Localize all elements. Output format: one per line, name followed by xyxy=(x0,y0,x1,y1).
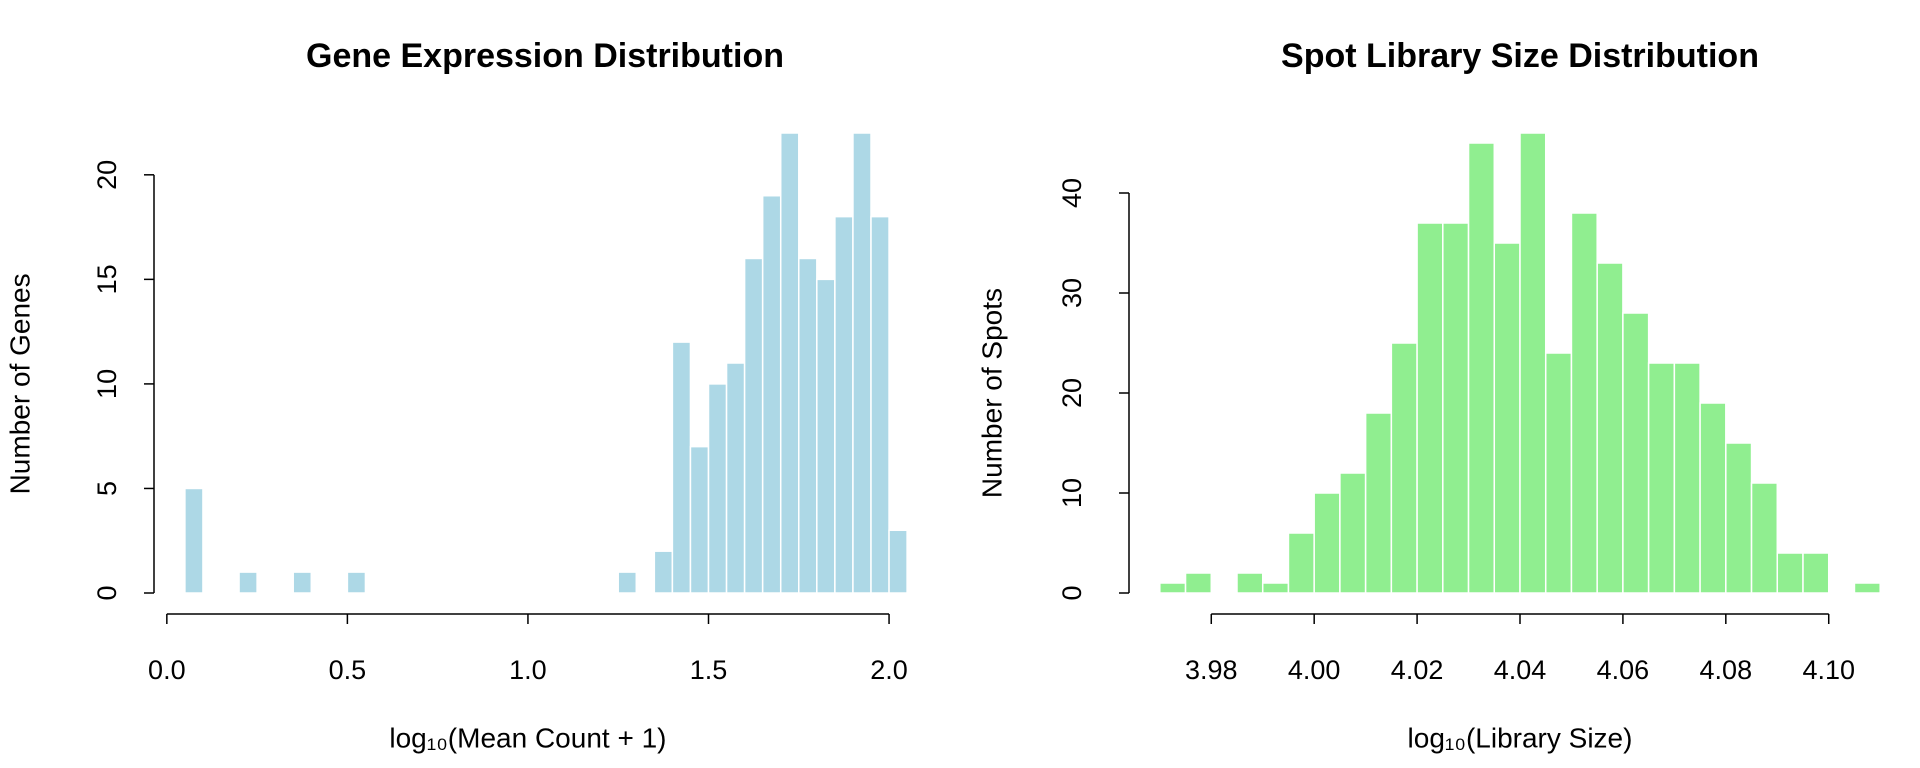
x-tick-label: 4.08 xyxy=(1700,655,1753,685)
bar xyxy=(888,529,908,594)
bar xyxy=(1390,342,1418,594)
x-tick-label: 4.04 xyxy=(1494,655,1547,685)
bar xyxy=(1750,482,1779,594)
bar xyxy=(1853,582,1881,594)
x-tick-label: 1.5 xyxy=(690,655,728,685)
bar xyxy=(1467,142,1496,594)
y-tick-label: 5 xyxy=(92,481,122,496)
bar xyxy=(1493,242,1521,594)
bar xyxy=(1596,262,1624,594)
y-tick-label: 10 xyxy=(1057,478,1087,508)
x-tick-label: 0.0 xyxy=(148,655,186,685)
bar xyxy=(1442,222,1470,594)
bar xyxy=(346,571,367,594)
bar xyxy=(761,194,782,594)
bar xyxy=(1159,582,1187,594)
y-tick-label: 10 xyxy=(92,369,122,399)
x-tick-label: 2.0 xyxy=(870,655,908,685)
y-tick-label: 30 xyxy=(1057,278,1087,308)
bar xyxy=(653,550,674,594)
bar xyxy=(1236,572,1264,594)
x-tick-label: 3.98 xyxy=(1185,655,1238,685)
x-tick-label: 4.06 xyxy=(1597,655,1650,685)
bar xyxy=(834,215,854,594)
bar xyxy=(1287,532,1315,594)
bar xyxy=(1364,412,1393,594)
x-tick-label: 4.02 xyxy=(1391,655,1444,685)
y-tick-label: 20 xyxy=(92,160,122,190)
bar xyxy=(1519,132,1547,594)
bar xyxy=(1802,552,1830,594)
x-tick-label: 4.00 xyxy=(1288,655,1341,685)
bar xyxy=(671,341,692,594)
bar xyxy=(1570,212,1598,594)
bar xyxy=(1261,582,1290,594)
bar xyxy=(852,132,872,594)
bar xyxy=(292,571,313,594)
bar xyxy=(1622,312,1650,594)
bar xyxy=(707,383,728,594)
bar xyxy=(184,487,204,594)
bar xyxy=(1544,352,1573,594)
x-tick-label: 4.10 xyxy=(1802,655,1855,685)
bar xyxy=(798,257,818,594)
y-tick-label: 0 xyxy=(1057,585,1087,600)
y-axis-label: Number of Spots xyxy=(976,288,1007,498)
bar xyxy=(743,257,764,594)
bar xyxy=(816,278,836,594)
bar xyxy=(1776,552,1804,594)
x-tick-label: 0.5 xyxy=(329,655,367,685)
chart-title: Gene Expression Distribution xyxy=(306,37,784,75)
bar xyxy=(779,132,800,594)
y-tick-label: 15 xyxy=(92,264,122,294)
bar xyxy=(1313,492,1341,594)
bar xyxy=(1184,572,1213,594)
x-axis-label: log₁₀(Library Size) xyxy=(1408,722,1633,753)
bar xyxy=(1699,402,1727,594)
bar xyxy=(870,215,890,594)
y-tick-label: 40 xyxy=(1057,178,1087,208)
bar xyxy=(725,362,746,594)
bar xyxy=(1339,472,1367,594)
x-tick-label: 1.0 xyxy=(509,655,547,685)
bar xyxy=(689,445,710,594)
y-tick-label: 0 xyxy=(92,585,122,600)
bar xyxy=(1416,222,1444,594)
bar xyxy=(617,571,638,594)
bar xyxy=(1725,442,1753,594)
bar xyxy=(238,571,258,594)
y-tick-label: 20 xyxy=(1057,378,1087,408)
bar xyxy=(1647,362,1676,594)
chart-title: Spot Library Size Distribution xyxy=(1281,37,1759,75)
y-axis-label: Number of Genes xyxy=(4,273,35,494)
bar xyxy=(1673,362,1701,594)
x-axis-label: log₁₀(Mean Count + 1) xyxy=(389,722,666,753)
